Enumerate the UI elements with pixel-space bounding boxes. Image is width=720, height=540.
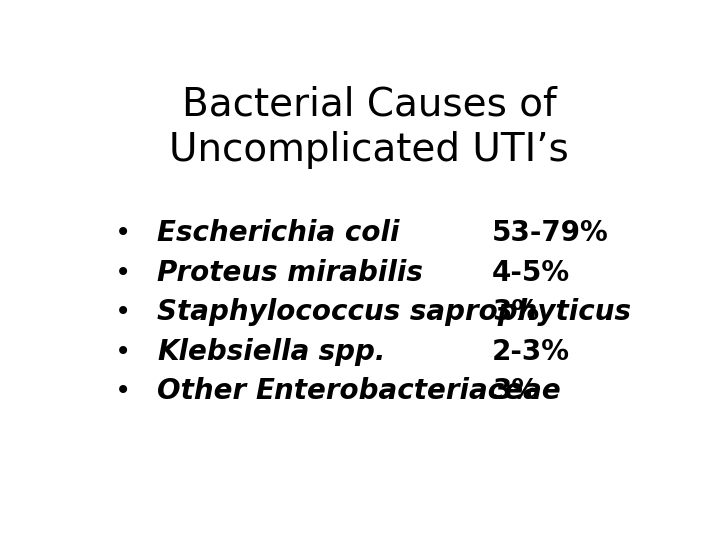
Text: 3%: 3% xyxy=(492,377,539,405)
Text: 2-3%: 2-3% xyxy=(492,338,570,366)
Text: 4-5%: 4-5% xyxy=(492,259,570,287)
Text: Enterobacteriaceae: Enterobacteriaceae xyxy=(256,377,562,405)
Text: •: • xyxy=(115,377,132,405)
Text: •: • xyxy=(115,298,132,326)
Text: •: • xyxy=(115,219,132,247)
Text: Klebsiella: Klebsiella xyxy=(157,338,310,366)
Text: 3%: 3% xyxy=(492,298,539,326)
Text: •: • xyxy=(115,338,132,366)
Text: Proteus mirabilis: Proteus mirabilis xyxy=(157,259,423,287)
Text: Staphylococcus saprophyticus: Staphylococcus saprophyticus xyxy=(157,298,631,326)
Text: Other: Other xyxy=(157,377,256,405)
Text: •: • xyxy=(115,259,132,287)
Text: Escherichia coli: Escherichia coli xyxy=(157,219,400,247)
Text: spp.: spp. xyxy=(310,338,386,366)
Text: 53-79%: 53-79% xyxy=(492,219,608,247)
Text: Bacterial Causes of
Uncomplicated UTI’s: Bacterial Causes of Uncomplicated UTI’s xyxy=(169,85,569,169)
